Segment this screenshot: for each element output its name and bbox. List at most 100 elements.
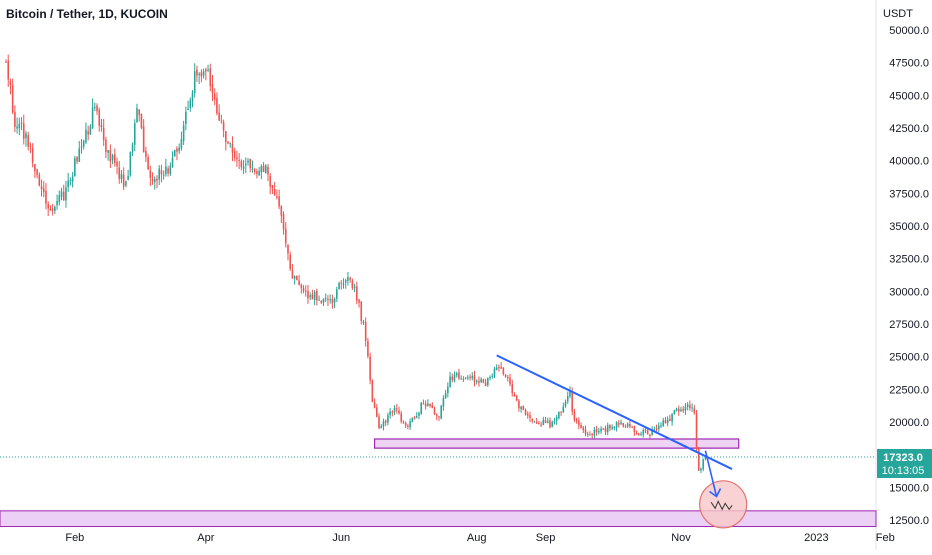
candle-body (509, 377, 511, 385)
candle-body (704, 456, 707, 459)
candle-body (651, 429, 653, 436)
candle-body (657, 425, 660, 430)
candle-body (76, 157, 78, 162)
candle-body (595, 429, 598, 433)
time-tick-label: Apr (197, 532, 214, 544)
candle-body (611, 426, 613, 429)
time-axis[interactable]: Feb Apr Jun Aug Sep Nov 2023 Feb (65, 532, 894, 544)
candle-body (209, 68, 212, 87)
candle-body (540, 424, 542, 426)
candle-body (40, 186, 43, 190)
candle-body (542, 419, 545, 425)
candle-body (618, 422, 620, 425)
candle-body (45, 190, 47, 204)
candle-body (444, 393, 447, 399)
candle-body (34, 164, 36, 171)
candle-body (5, 61, 7, 63)
candle-body (149, 170, 152, 178)
candle-body (349, 277, 351, 280)
candle-body (504, 374, 507, 377)
candle-body (136, 108, 138, 122)
candle-body (629, 423, 631, 427)
candle-body (189, 100, 192, 109)
candle-body (549, 420, 551, 428)
candle-body (56, 201, 58, 206)
candle-body (54, 206, 56, 211)
candle-body (31, 148, 34, 163)
candle-body (356, 286, 358, 301)
time-tick-label: Feb (65, 532, 84, 544)
candle-body (178, 147, 180, 152)
candle-body (518, 400, 520, 409)
candle-body (302, 288, 305, 291)
candle-body (151, 178, 154, 182)
price-tick-label: 20000.0 (889, 417, 929, 429)
candle-body (364, 321, 367, 341)
candle-body (498, 367, 500, 369)
candle-body (589, 434, 591, 436)
candle-body (247, 160, 249, 163)
candle-body (371, 379, 374, 403)
candle-body (65, 187, 67, 201)
candle-body (293, 276, 296, 279)
candle-body (404, 422, 407, 426)
candle-body (213, 93, 216, 100)
candle-body (333, 298, 336, 303)
candle-body (644, 429, 647, 431)
candle-body (413, 417, 416, 419)
candle-body (493, 368, 496, 377)
candle-body (593, 429, 596, 436)
candle-body (526, 413, 529, 416)
candle-body (262, 165, 265, 172)
price-tick-label: 50000.0 (889, 25, 929, 37)
candle-body (666, 419, 669, 424)
annotations-layer (496, 354, 748, 529)
candle-body (447, 386, 449, 394)
candle-body (267, 166, 269, 175)
candle-body (535, 421, 538, 424)
candle-body (442, 398, 445, 407)
candle-body (258, 170, 260, 176)
projection-circle (699, 480, 748, 529)
candle-body (531, 418, 534, 422)
candle-body (324, 298, 327, 300)
candle-body (122, 174, 125, 187)
candle-body (500, 367, 502, 369)
candle-body (62, 191, 65, 201)
candle-body (25, 133, 27, 139)
candle-body (82, 141, 85, 147)
candle-body (467, 377, 469, 379)
candle-body (264, 165, 267, 174)
time-tick-label: Nov (671, 532, 691, 544)
candle-body (566, 396, 569, 402)
price-tick-label: 27500.0 (889, 319, 929, 331)
candle-body (140, 114, 143, 128)
candle-body (460, 378, 462, 380)
candle-body (156, 178, 158, 181)
candle-body (42, 188, 45, 193)
candle-body (533, 421, 536, 423)
time-tick-label: Sep (536, 532, 556, 544)
candle-body (233, 151, 236, 158)
candle-body (380, 425, 383, 428)
candle-body (289, 254, 292, 269)
candle-body (322, 298, 325, 303)
candle-body (218, 112, 220, 121)
candle-body (320, 300, 323, 303)
candle-body (586, 433, 589, 435)
candle-body (116, 161, 118, 167)
candle-body (167, 168, 169, 174)
candle-body (675, 408, 678, 412)
candle-body (358, 299, 360, 303)
candle-body (382, 421, 385, 427)
candle-body (702, 459, 704, 470)
candle-body (16, 126, 18, 129)
candle-body (98, 109, 101, 126)
candle-body (298, 280, 300, 285)
candle-body (584, 429, 587, 434)
candle-body (316, 290, 318, 301)
candle-body (635, 432, 638, 434)
zones-layer (0, 438, 877, 528)
candle-body (353, 286, 356, 288)
